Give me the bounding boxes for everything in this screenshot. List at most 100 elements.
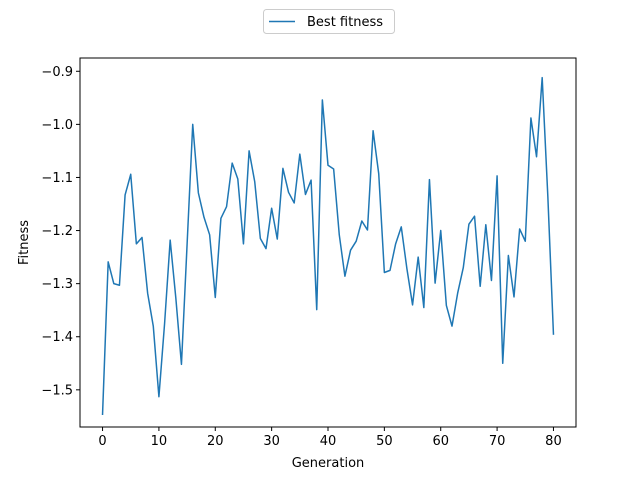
data-point [209, 234, 211, 236]
data-point [440, 230, 442, 232]
x-tick-label: 20 [207, 434, 224, 449]
x-tick-label: 60 [432, 434, 449, 449]
data-point [434, 282, 436, 284]
x-axis-ticks: 0 10 20 30 40 50 60 70 80 [98, 427, 562, 449]
data-point [164, 323, 166, 325]
data-point [316, 309, 318, 311]
data-point [344, 275, 346, 277]
data-point [226, 206, 228, 208]
y-axis-label: Fitness [17, 220, 32, 265]
data-point [361, 220, 363, 222]
data-point [186, 243, 188, 245]
data-point [389, 269, 391, 271]
y-tick-label: −1.5 [41, 383, 73, 398]
data-point [259, 238, 261, 240]
data-point [350, 249, 352, 251]
data-point [417, 256, 419, 258]
x-tick-label: 70 [489, 434, 506, 449]
data-point [327, 164, 329, 166]
data-point [130, 173, 132, 175]
data-point [333, 168, 335, 170]
y-tick-label: −1.1 [41, 171, 73, 186]
data-point [310, 179, 312, 181]
data-point [124, 194, 126, 196]
data-point [158, 396, 160, 398]
data-point [271, 207, 273, 209]
data-point [507, 255, 509, 257]
y-tick-label: −1.3 [41, 277, 73, 292]
data-point [265, 248, 267, 250]
data-point [107, 261, 109, 263]
data-point [536, 156, 538, 158]
y-axis-ticks: −1.5 −1.4 −1.3 −1.2 −1.1 −1.0 −0.9 [41, 65, 80, 398]
data-point [479, 285, 481, 287]
data-point [552, 333, 554, 335]
data-point [338, 234, 340, 236]
data-point [366, 229, 368, 231]
data-point [462, 267, 464, 269]
data-point [220, 217, 222, 219]
data-point [451, 325, 453, 327]
legend: Best fitness [263, 9, 395, 34]
x-tick-label: 0 [98, 434, 106, 449]
data-point [135, 243, 137, 245]
x-tick-label: 50 [376, 434, 393, 449]
data-point [242, 243, 244, 245]
x-tick-label: 10 [151, 434, 168, 449]
data-point [490, 279, 492, 281]
data-point [141, 236, 143, 238]
data-point [169, 239, 171, 241]
data-point [395, 243, 397, 245]
x-tick-label: 40 [320, 434, 337, 449]
data-point [474, 215, 476, 217]
data-point [299, 153, 301, 155]
legend-label-best-fitness: Best fitness [307, 15, 383, 30]
data-point [192, 123, 194, 125]
data-point [175, 297, 177, 299]
legend-frame [263, 9, 395, 34]
data-point [547, 195, 549, 197]
data-point [293, 202, 295, 204]
series-line-best-fitness [101, 76, 555, 416]
data-point [541, 77, 543, 79]
data-point [496, 175, 498, 177]
data-point [468, 223, 470, 225]
data-point [180, 363, 182, 365]
data-point [118, 284, 120, 286]
data-point [412, 304, 414, 306]
data-point [457, 292, 459, 294]
data-point [428, 179, 430, 181]
data-point [406, 268, 408, 270]
data-point [372, 130, 374, 132]
data-point [231, 162, 233, 164]
y-tick-label: −1.2 [41, 224, 73, 239]
data-point [530, 117, 532, 119]
data-point [513, 296, 515, 298]
data-point [524, 240, 526, 242]
data-point [203, 216, 205, 218]
data-point [147, 292, 149, 294]
data-point [321, 99, 323, 101]
data-point [355, 240, 357, 242]
data-point [152, 325, 154, 327]
x-tick-label: 80 [545, 434, 562, 449]
data-point [502, 362, 504, 364]
data-point [400, 226, 402, 228]
data-point [383, 272, 385, 274]
data-point [254, 181, 256, 183]
data-point [519, 228, 521, 230]
y-tick-label: −1.0 [41, 118, 73, 133]
data-point [248, 150, 250, 152]
data-point [102, 413, 104, 415]
y-tick-label: −1.4 [41, 330, 73, 345]
data-point [282, 167, 284, 169]
data-point [113, 283, 115, 285]
data-point [276, 238, 278, 240]
data-point [485, 224, 487, 226]
data-point [304, 193, 306, 195]
data-point [214, 296, 216, 298]
x-axis-label: Generation [292, 456, 365, 471]
data-point [378, 173, 380, 175]
data-point [288, 191, 290, 193]
